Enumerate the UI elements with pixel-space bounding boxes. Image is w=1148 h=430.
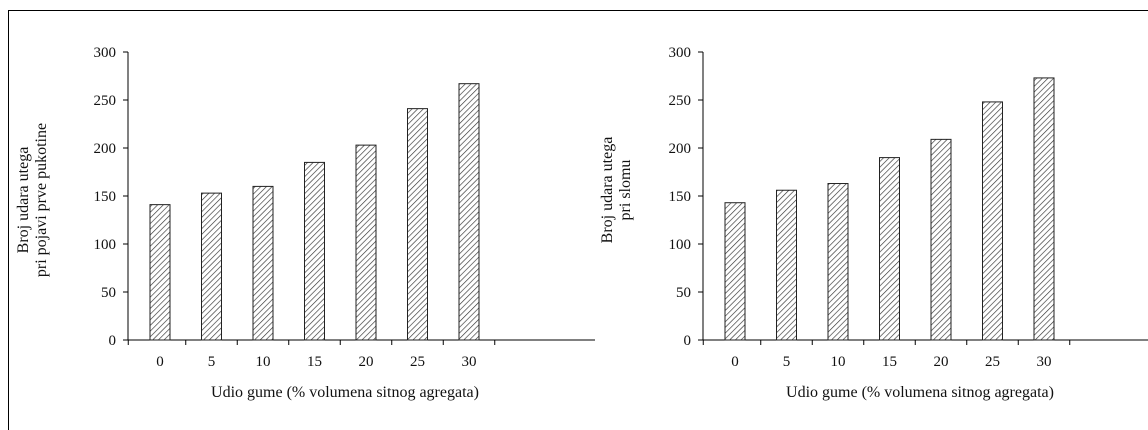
x-axis-label: Udio gume (% volumena sitnog agregata) [211,384,479,401]
y-tick-label: 150 [669,189,692,205]
y-axis-label-line-2: pri pojavi prve pukotine [33,123,50,277]
y-axis-label-line-2: pri slomu [617,160,634,221]
bar-0 [724,202,746,341]
bar-30 [1033,77,1055,341]
x-tick-label: 0 [731,354,739,370]
x-tick-label: 5 [783,354,791,370]
x-axis-label: Udio gume (% volumena sitnog agregata) [786,384,1054,401]
y-tick-label: 200 [94,141,117,157]
x-tick-label: 10 [831,354,846,370]
x-tick-label: 0 [156,354,164,370]
y-tick-label: 100 [669,237,692,253]
y-tick-label: 300 [669,45,692,61]
bar-20 [355,144,377,341]
y-tick-label: 150 [94,189,117,205]
x-tick-label: 15 [882,354,897,370]
x-tick-label: 30 [462,354,477,370]
x-tick-label: 25 [985,354,1000,370]
y-tick-label: 50 [676,285,691,301]
bar-5 [201,192,222,341]
x-tick-label: 30 [1037,354,1052,370]
bar-30 [458,83,480,341]
bar-15 [879,157,900,341]
y-tick-label: 0 [109,333,117,349]
x-tick-label: 20 [934,354,949,370]
bar-5 [776,189,797,341]
y-tick-label: 100 [94,237,117,253]
x-tick-label: 25 [410,354,425,370]
y-tick-label: 250 [669,93,692,109]
y-tick-label: 0 [684,333,692,349]
y-axis-label-line-1: Broj udara utega [599,137,616,244]
x-tick-label: 15 [307,354,322,370]
chart-2: 0 50 100 150 200 250 300 0 5 10 15 20 25 30 Udio gume … [599,45,1148,401]
x-tick-label: 10 [256,354,271,370]
y-tick-label: 250 [94,93,117,109]
bar-10 [827,183,849,341]
x-tick-label: 20 [359,354,374,370]
y-tick-label: 300 [94,45,117,61]
figure-frame [8,10,1148,430]
bar-20 [930,138,952,341]
bar-10 [252,185,274,341]
bar-15 [304,161,325,341]
x-tick-label: 5 [208,354,216,370]
y-tick-label: 200 [669,141,692,157]
bar-25 [982,101,1003,341]
bar-25 [407,108,428,341]
y-axis-label-line-1: Broj udara utega [15,147,32,254]
y-tick-label: 50 [101,285,116,301]
chart-1: 0 50 100 150 200 250 300 0 5 10 15 20 25 30 Udio gume … [15,45,595,401]
bar-0 [149,204,171,341]
